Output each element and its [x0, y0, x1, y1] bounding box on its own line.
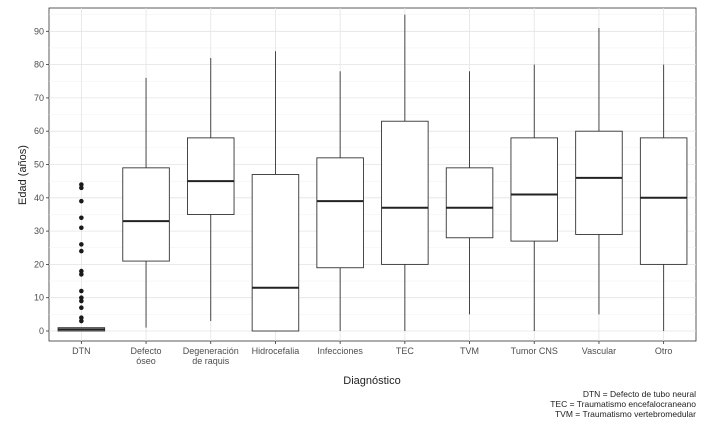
box-group — [316, 71, 364, 332]
box-iqr — [381, 120, 429, 265]
footnote-line: TVM = Traumatismo vertebromedular — [555, 409, 696, 419]
y-tick-label: 60 — [34, 126, 44, 136]
x-tick-label-line: Otro — [655, 346, 673, 356]
footnote-line: DTN = Defecto de tubo neural — [583, 389, 696, 399]
box-iqr — [316, 157, 364, 269]
outlier-point — [79, 248, 84, 254]
outlier-point — [79, 185, 84, 191]
x-tick-label: Infecciones — [317, 346, 363, 356]
box-iqr — [575, 130, 623, 235]
x-tick-label: Tumor CNS — [511, 346, 558, 356]
outlier-point — [79, 298, 84, 304]
y-tick-label: 30 — [34, 226, 44, 236]
outlier-point — [79, 242, 84, 247]
outlier-point — [79, 215, 84, 221]
x-tick-label-line: de raquis — [192, 356, 230, 366]
box-iqr — [251, 174, 300, 332]
x-tick-label-line: Degeneración — [183, 346, 239, 356]
box-group — [57, 182, 106, 332]
x-tick-label: Vascular — [582, 346, 616, 356]
x-tick-label-line: TEC — [396, 346, 415, 356]
x-tick-label-line: Defecto — [131, 346, 162, 356]
x-tick-label-line: óseo — [136, 356, 156, 366]
box-group — [251, 51, 300, 332]
y-axis-ticks: 0 10 20 30 40 50 60 70 80 90 — [34, 26, 49, 336]
outlier-point — [79, 198, 84, 204]
box-iqr — [187, 137, 235, 215]
x-axis-title: Diagnóstico — [343, 375, 400, 387]
y-tick-label: 90 — [34, 26, 44, 36]
y-tick-label: 80 — [34, 60, 44, 70]
y-tick-label: 0 — [39, 326, 44, 336]
x-tick-label: Otro — [655, 346, 673, 356]
x-tick-label-line: Infecciones — [317, 346, 363, 356]
x-tick-label: Hidrocefalia — [252, 346, 300, 356]
box-group — [510, 64, 558, 332]
box-iqr — [445, 167, 494, 239]
y-axis-title: Edad (años) — [17, 145, 29, 205]
outlier-point — [79, 225, 84, 231]
outlier-point — [79, 295, 84, 301]
y-tick-label: 20 — [34, 259, 44, 269]
box-group — [639, 64, 688, 332]
y-tick-label: 10 — [34, 293, 44, 303]
x-axis-ticks: DTN Defecto óseo Degeneración de raquis Hidro… — [72, 341, 672, 366]
x-tick-label-line: DTN — [72, 346, 91, 356]
boxes-layer — [57, 14, 688, 332]
x-tick-label-line: Vascular — [582, 346, 616, 356]
x-tick-label: TVM — [460, 346, 479, 356]
box-group — [445, 71, 494, 315]
x-tick-label-line: Tumor CNS — [511, 346, 558, 356]
y-tick-label: 50 — [34, 160, 44, 170]
outlier-point — [79, 305, 84, 311]
box-group — [381, 14, 429, 332]
x-tick-label: TEC — [396, 346, 415, 356]
box-iqr — [122, 167, 170, 262]
outlier-point — [79, 318, 84, 324]
footnote-line: TEC = Traumatismo encefalocraneano — [550, 399, 696, 409]
y-tick-label: 70 — [34, 93, 44, 103]
x-tick-label-line: Hidrocefalia — [252, 346, 300, 356]
box-group — [122, 77, 170, 328]
x-tick-label: Defecto óseo — [131, 346, 162, 366]
x-tick-label: Degeneración de raquis — [183, 346, 239, 366]
outlier-point — [79, 182, 84, 187]
outlier-point — [79, 268, 84, 274]
box-iqr — [510, 137, 558, 242]
outlier-point — [79, 272, 84, 277]
x-tick-label: DTN — [72, 346, 91, 356]
box-group — [187, 57, 235, 322]
outlier-point — [79, 315, 84, 320]
box-iqr — [639, 137, 688, 265]
x-tick-label-line: TVM — [460, 346, 479, 356]
outlier-point — [79, 288, 84, 294]
box-group — [575, 27, 623, 315]
y-tick-label: 40 — [34, 193, 44, 203]
